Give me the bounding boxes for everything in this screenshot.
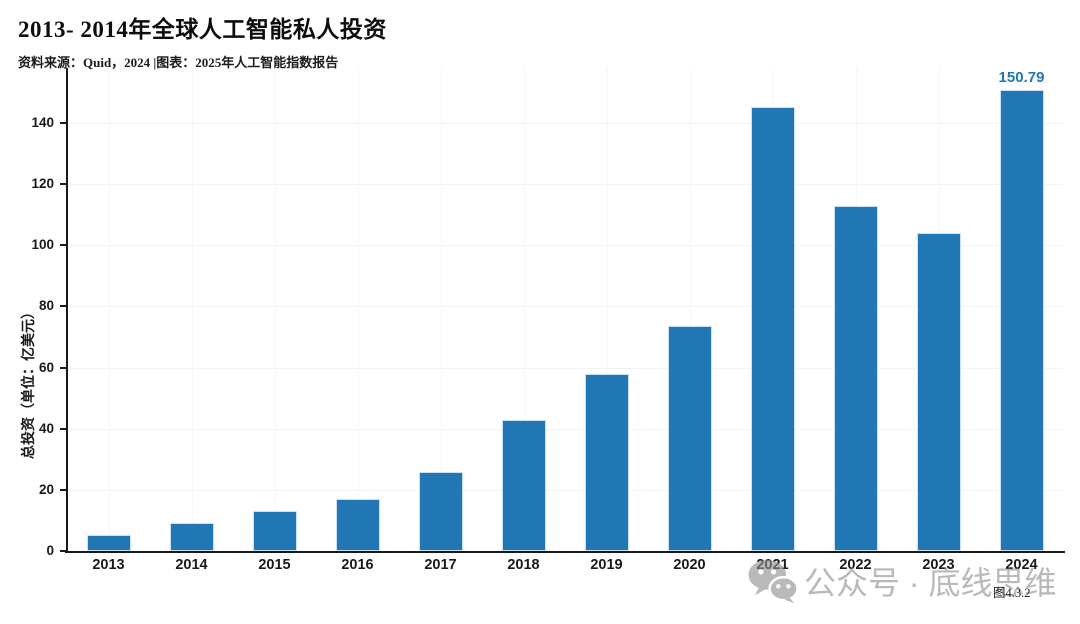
x-tick-labels: 2013 2014 2015 2016 2017 2018 2019 2020 2021 2022… — [67, 557, 1063, 581]
y-tick-labels: 0 20 40 60 80 100 120 140 — [0, 68, 67, 558]
gridline-vertical — [689, 68, 691, 551]
chart-title: 2013- 2014年全球人工智能私人投资 — [18, 17, 387, 42]
x-tick-label: 2019 — [590, 557, 623, 573]
gridline-vertical — [274, 68, 276, 551]
gridline-vertical — [108, 68, 110, 551]
y-tick-label: 80 — [38, 298, 54, 314]
y-tick-mark — [60, 244, 66, 247]
figure-caption: 图4.3.2 — [993, 586, 1031, 600]
y-tick-label: 120 — [31, 176, 54, 192]
x-tick-label: 2017 — [424, 557, 457, 573]
x-tick-label: 2013 — [92, 557, 125, 573]
y-tick-mark — [60, 550, 66, 552]
y-tick-label: 100 — [31, 237, 54, 253]
x-tick-label: 2021 — [756, 557, 789, 573]
x-tick-label: 2014 — [175, 557, 208, 573]
y-axis-line — [66, 68, 68, 553]
y-tick-mark — [60, 366, 66, 369]
gridline-vertical — [357, 68, 359, 551]
gridline-vertical — [523, 68, 525, 551]
chart-source-line: 资料来源：Quid，2024 |图表：2025年人工智能指数报告 — [18, 55, 339, 70]
x-tick-label: 2020 — [673, 557, 706, 573]
gridline-vertical — [440, 68, 442, 551]
x-tick-label: 2015 — [258, 557, 291, 573]
bar-2019 — [584, 373, 629, 551]
y-tick-mark — [60, 183, 66, 186]
x-tick-label: 2023 — [922, 557, 955, 573]
gridline-horizontal — [67, 367, 1063, 369]
gridline-horizontal — [67, 123, 1063, 125]
y-tick-label: 40 — [38, 420, 54, 436]
y-tick-label: 60 — [38, 359, 54, 375]
y-tick-label: 0 — [46, 543, 54, 558]
bar-2023 — [916, 232, 961, 551]
gridline-horizontal — [67, 428, 1063, 430]
bar-2020 — [667, 325, 712, 551]
bar-2021 — [750, 107, 795, 551]
bar-2018 — [501, 419, 546, 551]
bar-2013 — [86, 535, 131, 551]
x-tick-label: 2024 — [1005, 557, 1038, 573]
bar-2015 — [252, 510, 297, 551]
y-tick-mark — [60, 305, 66, 308]
bar-2014 — [169, 522, 214, 551]
gridline-horizontal — [67, 245, 1063, 247]
plot-area: 150.79 — [67, 68, 1063, 551]
gridline-horizontal — [67, 489, 1063, 491]
x-axis-line — [65, 551, 1065, 553]
x-tick-label: 2016 — [341, 557, 374, 573]
bar-2022 — [833, 205, 878, 551]
gridline-horizontal — [67, 306, 1063, 308]
bar-2016 — [335, 499, 380, 551]
bar-2017 — [418, 471, 463, 551]
bar-2024 — [999, 90, 1044, 551]
y-tick-label: 20 — [38, 481, 54, 497]
y-tick-mark — [60, 122, 66, 125]
gridline-horizontal — [67, 184, 1063, 186]
x-tick-label: 2022 — [839, 557, 872, 573]
y-tick-label: 140 — [31, 115, 54, 131]
bar-value-annotation: 150.79 — [998, 69, 1045, 87]
x-tick-label: 2018 — [507, 557, 540, 573]
grid-layer — [67, 68, 1063, 551]
gridline-vertical — [191, 68, 193, 551]
bars-layer: 150.79 — [67, 68, 1063, 551]
y-tick-mark — [60, 427, 66, 430]
y-tick-mark — [60, 488, 66, 491]
gridline-vertical — [606, 68, 608, 551]
